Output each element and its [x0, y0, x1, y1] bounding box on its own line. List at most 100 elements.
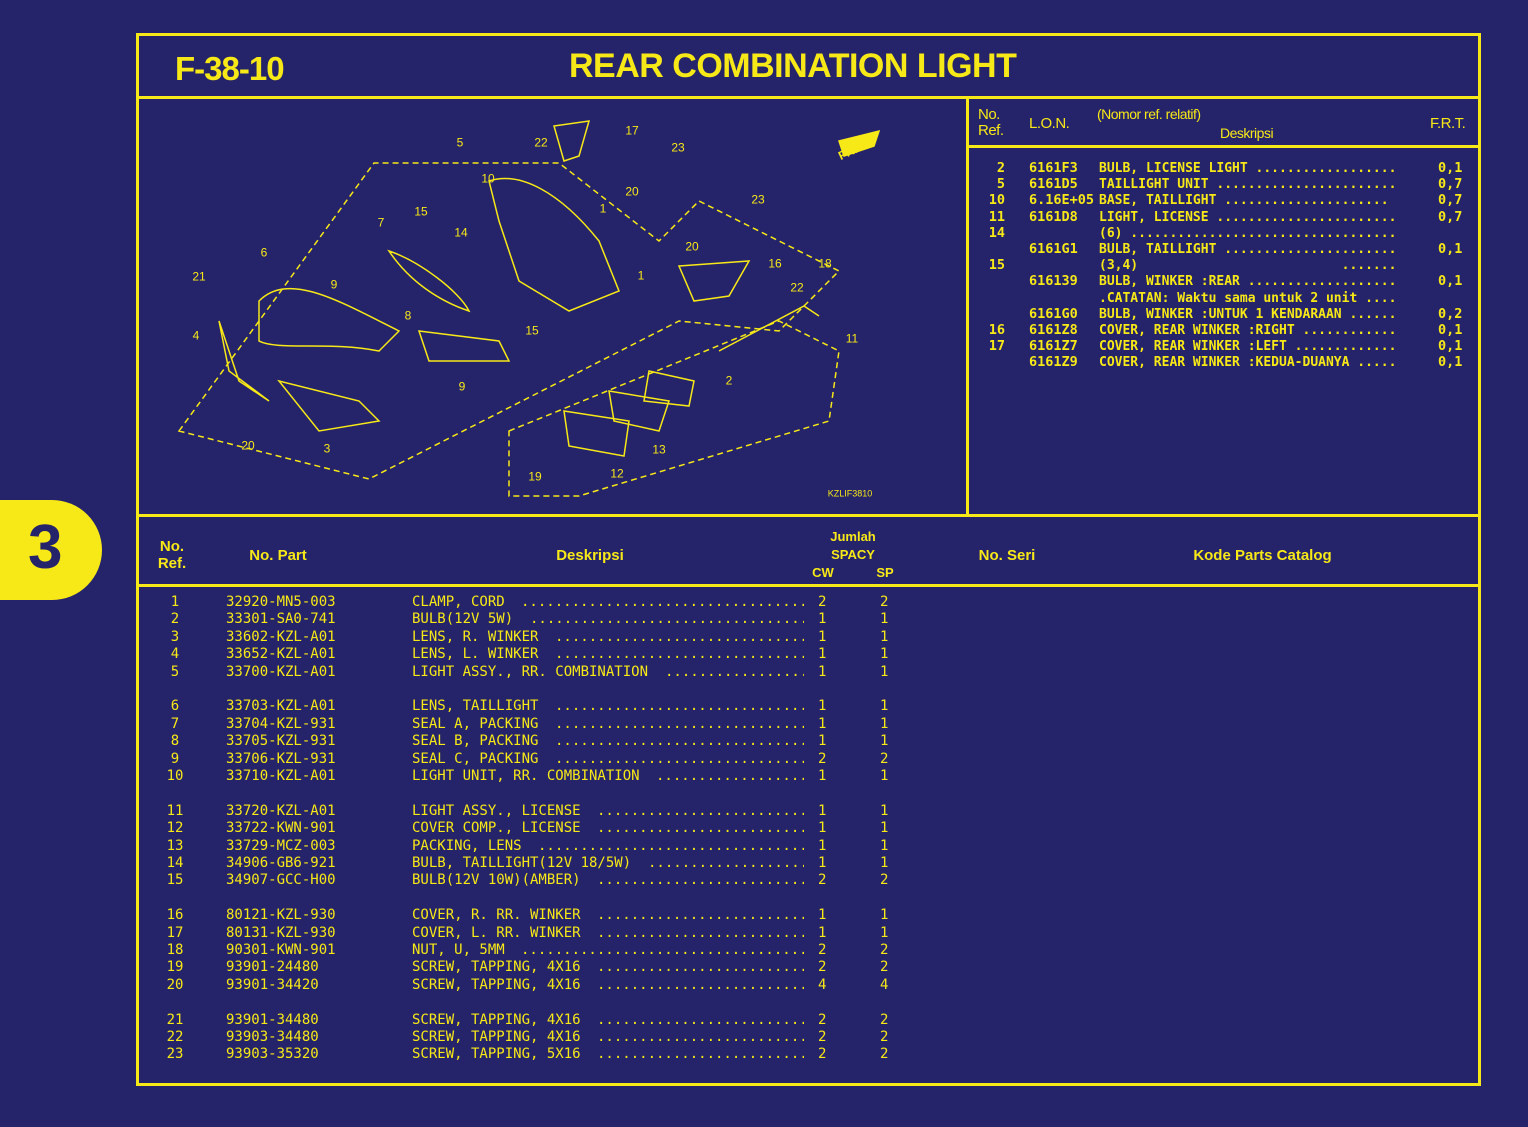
part-description: CLAMP, CORD	[412, 594, 505, 610]
qty-cw: 1	[818, 820, 827, 837]
divider	[136, 96, 1478, 99]
parts-header-cw: CW	[812, 565, 834, 580]
frt-ref: 11	[988, 208, 1005, 225]
qty-sp: 1	[880, 907, 889, 924]
callout-label: 23	[671, 140, 685, 155]
qty-sp: 2	[880, 594, 889, 610]
frt-row: 10 6.16E+05 BASE, TAILLIGHT ..............…	[0, 192, 1528, 209]
qty-sp: 2	[880, 1046, 889, 1063]
callout-label: 14	[454, 225, 468, 240]
part-number: 33700-KZL-A01	[226, 663, 336, 680]
table-row: 16 80121-KZL-930 COVER, R. RR. WINKER.....…	[0, 907, 1528, 923]
qty-cw: 1	[818, 628, 827, 645]
part-ref: 8	[170, 733, 180, 750]
part-description: SCREW, TAPPING, 5X16	[412, 1046, 581, 1063]
dot-leader: ........................................…	[597, 820, 804, 837]
dot-leader: ........................................…	[555, 715, 804, 732]
qty-sp: 1	[880, 837, 889, 854]
frt-ref: 10	[988, 192, 1005, 209]
frt-ref: 15	[988, 257, 1005, 274]
qty-cw: 2	[818, 750, 827, 767]
qty-cw: 1	[818, 715, 827, 732]
callout-label: 2	[725, 373, 733, 388]
qty-cw: 2	[818, 1011, 827, 1028]
frt-desc: BULB, LICENSE LIGHT ..................	[1099, 161, 1397, 176]
table-row: 11 33720-KZL-A01 LIGHT ASSY., LICENSE.....…	[0, 803, 1528, 819]
part-ref: 12	[166, 820, 184, 837]
part-description: COVER, R. RR. WINKER	[412, 907, 581, 924]
callout-label: 22	[790, 280, 804, 295]
frt-row: 14 (6) ..................................	[0, 225, 1528, 241]
frt-ref: 16	[988, 322, 1005, 338]
divider	[136, 514, 1478, 517]
part-ref: 2	[170, 611, 180, 628]
dot-leader: ........................................…	[665, 663, 804, 680]
table-row: 19 93901-24480 SCREW, TAPPING, 4X16.......…	[0, 959, 1528, 975]
table-row: 22 93903-34480 SCREW, TAPPING, 4X16.......…	[0, 1029, 1528, 1045]
dot-leader: ........................................…	[597, 1029, 804, 1045]
frt-value: 0,1	[1438, 338, 1463, 355]
part-ref: 15	[166, 872, 184, 889]
part-number: 33301-SA0-741	[226, 611, 336, 628]
frt-lon: 6161G1	[1029, 241, 1078, 257]
part-number: 93901-34480	[226, 1011, 319, 1028]
callout-label: 13	[652, 442, 666, 457]
qty-cw: 1	[818, 924, 827, 941]
part-ref: 18	[166, 942, 184, 958]
frt-row: 16 6161Z8 COVER, REAR WINKER :RIGHT ......…	[0, 322, 1528, 339]
page-title: REAR COMBINATION LIGHT	[569, 47, 1017, 85]
frt-row: 6161G1 BULB, TAILLIGHT ..................…	[0, 241, 1528, 258]
dot-leader: ........................................…	[530, 611, 804, 628]
table-row: 18 90301-KWN-901 NUT, U, 5MM..............…	[0, 942, 1528, 958]
frt-desc: LIGHT, LICENSE .......................	[1099, 209, 1397, 225]
qty-cw: 2	[818, 872, 827, 889]
part-description: LIGHT ASSY., RR. COMBINATION	[412, 663, 649, 680]
part-number: 33602-KZL-A01	[226, 628, 336, 645]
frt-row: .CATATAN: Waktu sama untuk 2 unit ....	[0, 291, 1528, 306]
part-number: 33705-KZL-931	[226, 733, 336, 750]
part-ref: 17	[166, 924, 184, 941]
part-number: 34906-GB6-921	[226, 855, 336, 871]
section-tab[interactable]: 3	[0, 500, 102, 600]
callout-label: 6	[260, 245, 268, 260]
qty-sp: 2	[880, 1029, 889, 1045]
qty-cw: 4	[818, 976, 827, 993]
frt-value: 0,7	[1438, 208, 1463, 225]
frt-lon: 6161Z7	[1029, 338, 1078, 355]
part-number: 93901-24480	[226, 959, 319, 976]
table-row: 5 33700-KZL-A01 LIGHT ASSY., RR. COMBINATI…	[0, 664, 1528, 680]
qty-sp: 2	[880, 959, 889, 976]
qty-cw: 2	[818, 942, 827, 958]
callout-label: 9	[330, 277, 338, 292]
table-row: 6 33703-KZL-A01 LENS, TAILLIGHT...........…	[0, 698, 1528, 714]
qty-sp: 1	[880, 855, 889, 871]
table-row: 4 33652-KZL-A01 LENS, L. WINKER...........…	[0, 646, 1528, 662]
part-number: 33710-KZL-A01	[226, 768, 336, 784]
table-row: 14 34906-GB6-921 BULB, TAILLIGHT(12V 18/5W…	[0, 855, 1528, 871]
qty-cw: 1	[818, 855, 827, 871]
callout-label: 15	[414, 204, 428, 219]
frt-lon: 6161Z8	[1029, 322, 1078, 338]
dot-leader: ........................................…	[597, 802, 804, 819]
callout-label: 20	[685, 239, 699, 254]
part-ref: 22	[166, 1029, 184, 1045]
dot-leader: ........................................…	[597, 1011, 804, 1028]
callout-label: 22	[534, 135, 548, 150]
callout-label: 12	[610, 466, 624, 481]
qty-cw: 1	[818, 802, 827, 819]
frt-desc: COVER, REAR WINKER :LEFT .............	[1099, 339, 1397, 355]
part-description: LENS, R. WINKER	[412, 628, 539, 645]
qty-sp: 2	[880, 872, 889, 889]
part-description: COVER, L. RR. WINKER	[412, 924, 581, 941]
part-number: 80131-KZL-930	[226, 924, 336, 941]
frt-row: 17 6161Z7 COVER, REAR WINKER :LEFT .......…	[0, 338, 1528, 355]
frt-desc: .CATATAN: Waktu sama untuk 2 unit ....	[1099, 290, 1397, 306]
callout-label: 11	[845, 331, 859, 346]
part-ref: 20	[166, 976, 184, 993]
dot-leader: ........................................…	[538, 837, 804, 854]
diagram-drawing	[177, 120, 881, 497]
frt-value: 0,1	[1438, 160, 1463, 176]
frt-value: 0,1	[1438, 273, 1463, 290]
frt-ref: 17	[988, 338, 1005, 355]
frt-desc: TAILLIGHT UNIT .......................	[1099, 177, 1397, 193]
